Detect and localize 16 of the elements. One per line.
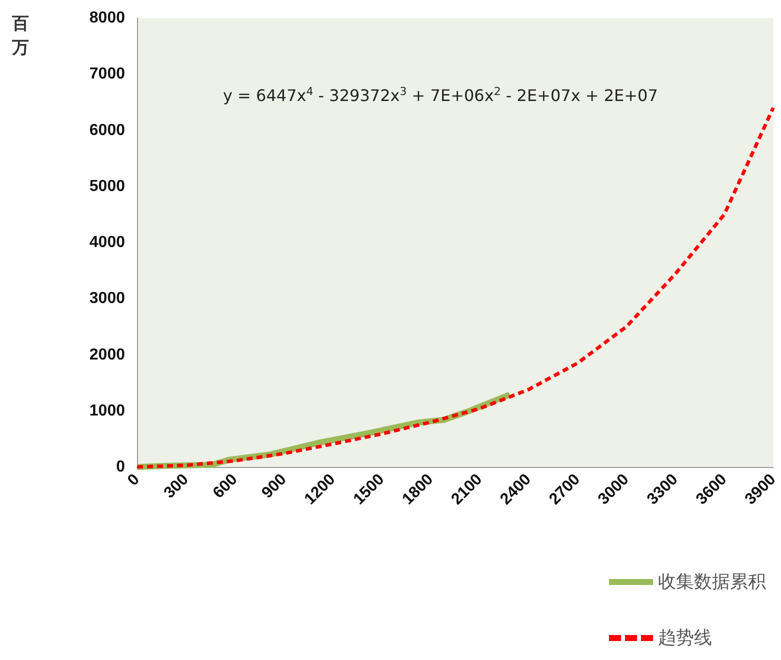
y-tick-label: 5000	[89, 178, 126, 195]
y-tick-label: 4000	[89, 234, 126, 251]
x-tick-label: 0	[124, 470, 144, 490]
y-axis-title: 百万	[11, 14, 29, 58]
y-tick-label: 7000	[89, 66, 126, 83]
y-tick-label: 3000	[89, 290, 126, 308]
y-tick-label: 1000	[89, 402, 126, 420]
legend-label: 收集数据累积	[658, 572, 766, 592]
y-tick-label: 8000	[89, 10, 126, 26]
x-tick-label: 900	[258, 470, 290, 502]
x-tick-label: 600	[210, 470, 241, 502]
y-tick-label: 2000	[89, 346, 126, 364]
x-tick-label: 300	[161, 470, 192, 502]
legend-label: 趋势线	[658, 628, 712, 648]
y-tick-label: 0	[116, 458, 126, 476]
y-tick-label: 6000	[89, 122, 126, 139]
